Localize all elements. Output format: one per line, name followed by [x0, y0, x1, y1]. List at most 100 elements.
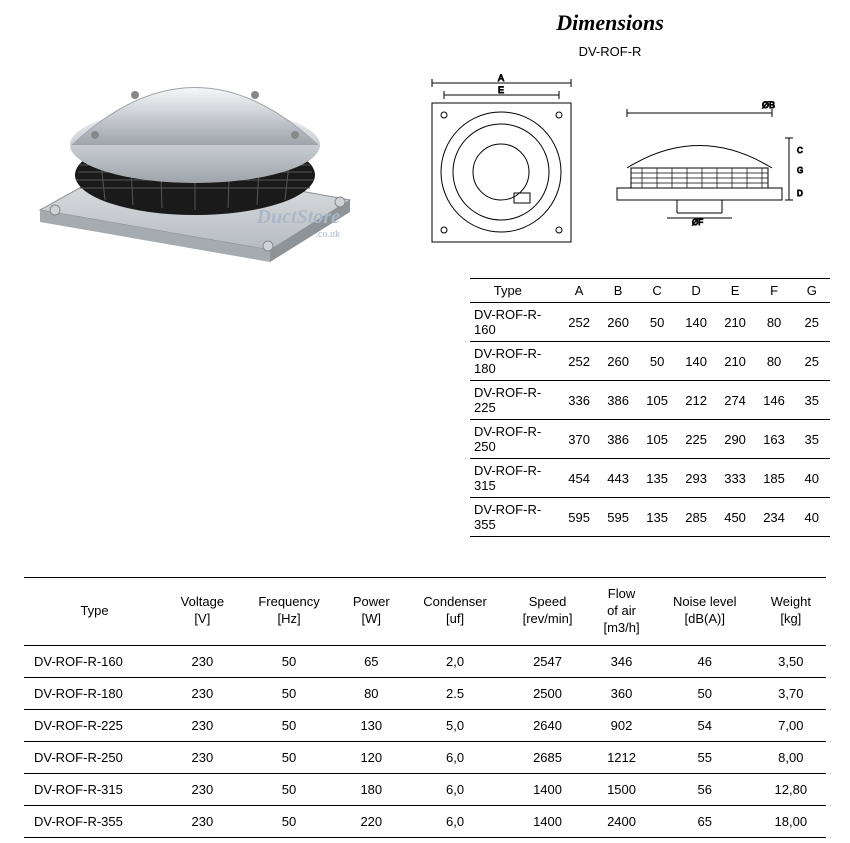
table-row: DV-ROF-R-16023050652,02547346463,50 [24, 645, 826, 677]
specs-col-header: Voltage[V] [165, 578, 240, 646]
table-cell: 1500 [589, 773, 654, 805]
table-cell: 3,50 [756, 645, 826, 677]
table-cell: 333 [716, 459, 755, 498]
dim-col-g: G [794, 279, 830, 303]
table-cell: 80 [338, 677, 404, 709]
table-cell: 293 [677, 459, 716, 498]
table-cell: 140 [677, 303, 716, 342]
watermark-tld: .co.uk [257, 229, 340, 240]
svg-text:E: E [497, 85, 503, 95]
specs-col-header: Frequency[Hz] [240, 578, 339, 646]
table-cell: 260 [599, 303, 638, 342]
dim-table-header: Type A B C D E F G [470, 279, 830, 303]
table-cell: 290 [716, 420, 755, 459]
table-cell: 1400 [506, 805, 589, 837]
table-cell: DV-ROF-R-180 [24, 677, 165, 709]
table-cell: DV-ROF-R-250 [470, 420, 560, 459]
dim-col-e: E [716, 279, 755, 303]
table-cell: 50 [638, 303, 677, 342]
table-cell: 370 [560, 420, 599, 459]
table-cell: DV-ROF-R-180 [470, 342, 560, 381]
table-cell: 55 [654, 741, 756, 773]
table-cell: 230 [165, 773, 240, 805]
table-cell: 50 [240, 677, 339, 709]
table-cell: 8,00 [756, 741, 826, 773]
table-cell: 1212 [589, 741, 654, 773]
table-cell: DV-ROF-R-160 [24, 645, 165, 677]
table-cell: 50 [240, 805, 339, 837]
table-cell: 252 [560, 342, 599, 381]
svg-text:ØB: ØB [762, 100, 775, 110]
table-cell: 185 [755, 459, 794, 498]
table-cell: 220 [338, 805, 404, 837]
table-cell: 260 [599, 342, 638, 381]
table-cell: 3,70 [756, 677, 826, 709]
table-cell: 54 [654, 709, 756, 741]
table-row: DV-ROF-R-160252260501402108025 [470, 303, 830, 342]
table-cell: 35 [794, 420, 830, 459]
table-cell: 386 [599, 381, 638, 420]
specs-col-header: Type [24, 578, 165, 646]
table-cell: 6,0 [404, 773, 506, 805]
dim-col-a: A [560, 279, 599, 303]
table-cell: 80 [755, 342, 794, 381]
table-cell: 595 [599, 498, 638, 537]
table-cell: 450 [716, 498, 755, 537]
specs-col-header: Noise level[dB(A)] [654, 578, 756, 646]
table-cell: 595 [560, 498, 599, 537]
table-row: DV-ROF-R-35559559513528545023440 [470, 498, 830, 537]
dim-col-type: Type [470, 279, 560, 303]
specs-col-header: Condenser[uf] [404, 578, 506, 646]
table-cell: DV-ROF-R-225 [24, 709, 165, 741]
table-cell: 46 [654, 645, 756, 677]
table-cell: 50 [240, 741, 339, 773]
watermark-brand: DuctStore [257, 206, 340, 228]
technical-drawings: A E [390, 73, 830, 248]
table-cell: 230 [165, 709, 240, 741]
table-cell: DV-ROF-R-355 [470, 498, 560, 537]
table-cell: 230 [165, 645, 240, 677]
table-row: DV-ROF-R-225230501305,02640902547,00 [24, 709, 826, 741]
table-cell: 35 [794, 381, 830, 420]
table-cell: 443 [599, 459, 638, 498]
table-row: DV-ROF-R-18023050802.52500360503,70 [24, 677, 826, 709]
table-cell: 2547 [506, 645, 589, 677]
table-cell: 346 [589, 645, 654, 677]
table-cell: 40 [794, 498, 830, 537]
svg-text:C: C [797, 146, 803, 155]
table-cell: DV-ROF-R-160 [470, 303, 560, 342]
dimensions-table: Type A B C D E F G DV-ROF-R-160252260501… [470, 278, 830, 537]
table-cell: 163 [755, 420, 794, 459]
table-cell: 65 [654, 805, 756, 837]
table-cell: 130 [338, 709, 404, 741]
table-cell: 50 [638, 342, 677, 381]
table-cell: 212 [677, 381, 716, 420]
table-cell: DV-ROF-R-250 [24, 741, 165, 773]
table-row: DV-ROF-R-180252260501402108025 [470, 342, 830, 381]
table-cell: 386 [599, 420, 638, 459]
top-view-drawing: A E [414, 73, 589, 248]
table-cell: 56 [654, 773, 756, 805]
table-cell: 40 [794, 459, 830, 498]
table-cell: 180 [338, 773, 404, 805]
table-cell: DV-ROF-R-225 [470, 381, 560, 420]
table-cell: 252 [560, 303, 599, 342]
specs-table: TypeVoltage[V]Frequency[Hz]Power[W]Conde… [24, 577, 826, 838]
specs-table-header: TypeVoltage[V]Frequency[Hz]Power[W]Conde… [24, 578, 826, 646]
specs-col-header: Power[W] [338, 578, 404, 646]
table-cell: 2640 [506, 709, 589, 741]
table-cell: 336 [560, 381, 599, 420]
table-cell: DV-ROF-R-355 [24, 805, 165, 837]
table-cell: 12,80 [756, 773, 826, 805]
table-cell: 2400 [589, 805, 654, 837]
model-label: DV-ROF-R [390, 44, 830, 59]
side-view-drawing: ØB ØF [607, 73, 807, 248]
table-cell: 230 [165, 805, 240, 837]
watermark-logo: DuctStore.co.uk [257, 206, 340, 240]
svg-text:D: D [797, 189, 803, 198]
table-cell: 285 [677, 498, 716, 537]
dim-col-b: B [599, 279, 638, 303]
table-cell: 50 [240, 773, 339, 805]
table-cell: 50 [240, 645, 339, 677]
table-cell: 120 [338, 741, 404, 773]
